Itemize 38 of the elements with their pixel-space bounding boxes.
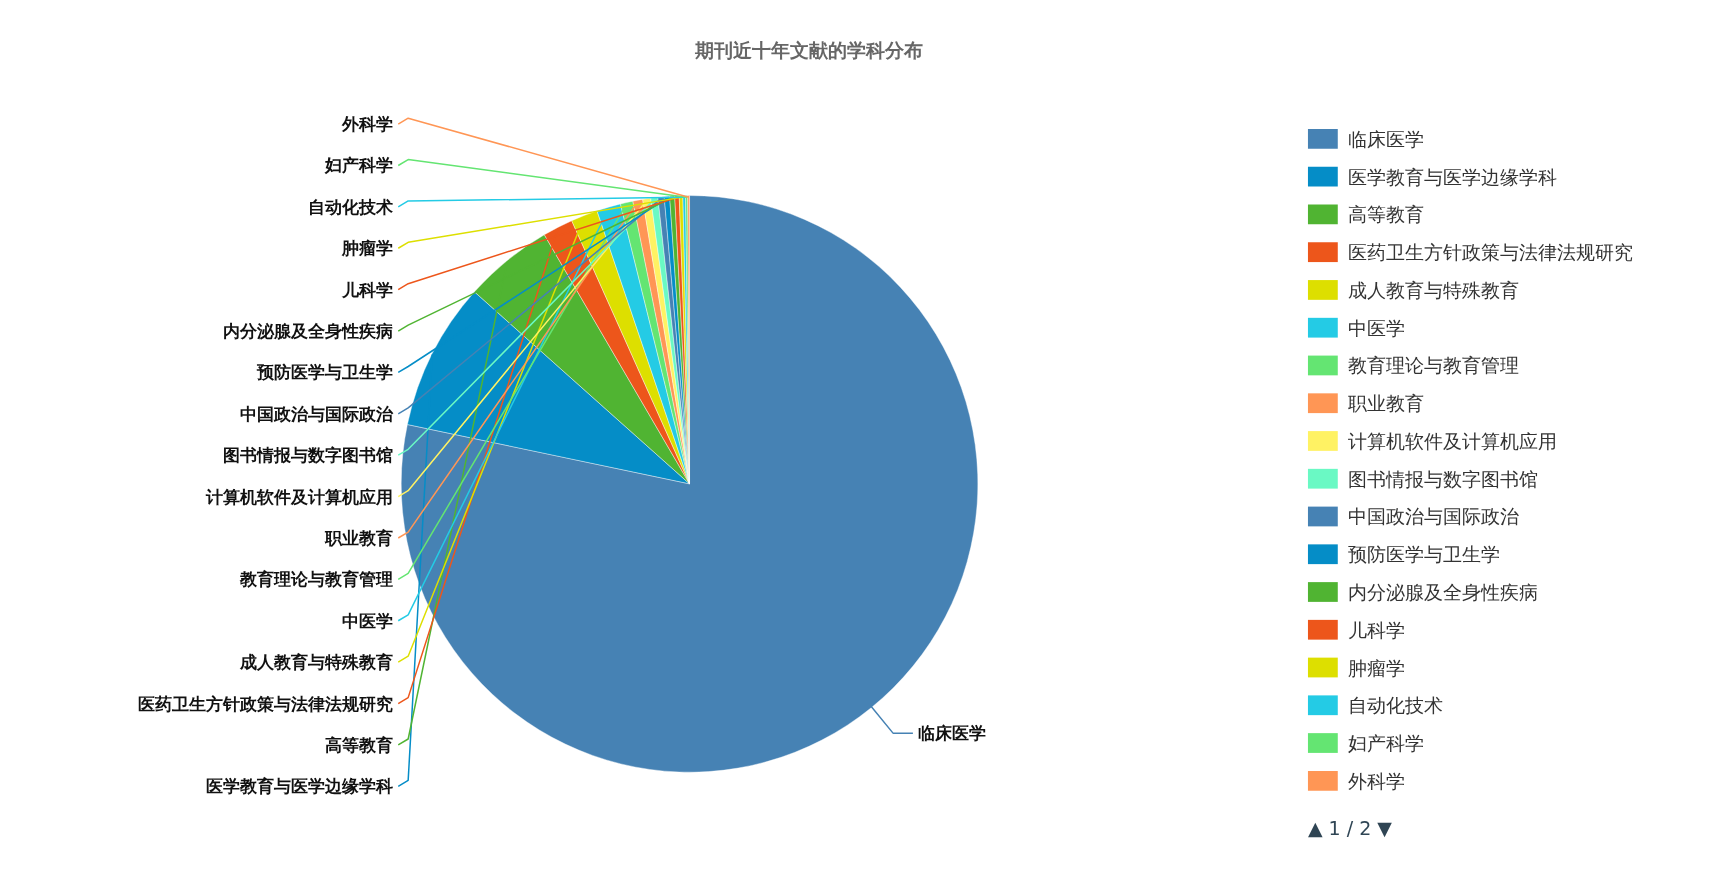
slice-label: 妇产科学 (324, 155, 394, 176)
slice-label: 肿瘤学 (341, 238, 394, 259)
slice-label: 临床医学 (917, 723, 986, 744)
legend-label: 医药卫生方针政策与法律法规研究 (1347, 241, 1633, 264)
slice-label: 医学教育与医学边缘学科 (206, 776, 394, 797)
legend-label: 临床医学 (1347, 127, 1424, 150)
legend-label: 医学教育与医学边缘学科 (1347, 165, 1557, 188)
slice-label: 医药卫生方针政策与法律法规研究 (138, 693, 394, 714)
legend-label: 外科学 (1347, 769, 1405, 792)
legend-label: 职业教育 (1347, 392, 1424, 415)
slice-label: 图书情报与数字图书馆 (223, 445, 394, 466)
legend-label: 妇产科学 (1347, 732, 1424, 755)
slice-label: 职业教育 (324, 527, 394, 548)
legend-label: 中国政治与国际政治 (1347, 505, 1519, 528)
slice-label: 计算机软件及计算机应用 (205, 486, 394, 507)
slice-label: 中医学 (342, 610, 394, 631)
legend-label: 中医学 (1347, 316, 1405, 339)
legend-label: 成人教育与特殊教育 (1347, 278, 1519, 301)
legend-label: 预防医学与卫生学 (1347, 543, 1500, 566)
legend-label: 高等教育 (1347, 203, 1424, 226)
legend-label: 教育理论与教育管理 (1347, 354, 1519, 377)
slice-label: 儿科学 (341, 279, 394, 300)
chart-title: 期刊近十年文献的学科分布 (693, 38, 923, 61)
legend-label: 儿科学 (1347, 618, 1405, 641)
legend-label: 内分泌腺及全身性疾病 (1347, 581, 1538, 603)
slice-label: 自动化技术 (308, 196, 394, 217)
slice-label: 中国政治与国际政治 (240, 403, 395, 424)
legend-label: 肿瘤学 (1347, 656, 1405, 679)
legend-label: 图书情报与数字图书馆 (1347, 467, 1538, 490)
slice-label: 成人教育与特殊教育 (239, 652, 394, 673)
legend-label: 自动化技术 (1347, 694, 1443, 717)
slice-label: 教育理论与教育管理 (239, 569, 394, 590)
slice-label: 外科学 (341, 114, 394, 135)
slice-label: 高等教育 (325, 734, 394, 755)
legend-label: 计算机软件及计算机应用 (1347, 429, 1557, 452)
slice-label: 内分泌腺及全身性疾病 (223, 321, 394, 342)
slice-label: 预防医学与卫生学 (256, 362, 394, 383)
text: ▲ 1 / 2 ▼ (1307, 817, 1393, 840)
